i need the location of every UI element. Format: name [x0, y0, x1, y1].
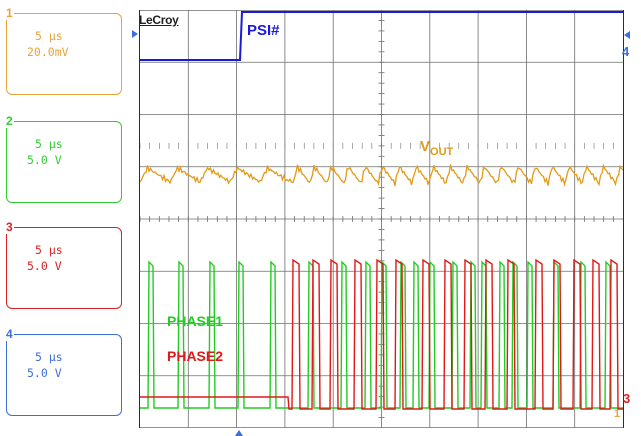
channel-1-scale: 20.0mV	[27, 45, 69, 59]
channel-1-timebase: 5 µs	[35, 29, 63, 43]
brand-logo: LeCroy	[139, 13, 179, 27]
channel-3-timebase: 5 µs	[35, 243, 63, 257]
channel-1-number: 1	[5, 6, 14, 20]
vout-trace	[140, 163, 623, 188]
channel-4-timebase: 5 µs	[35, 350, 63, 364]
scope-display[interactable]	[139, 10, 624, 428]
psi-trace	[140, 11, 623, 61]
channel-2-timebase: 5 µs	[35, 137, 63, 151]
channel-3-number: 3	[5, 220, 14, 234]
channel-2-panel[interactable]: 2 5 µs 5.0 V	[5, 114, 122, 203]
channel-4-offset-marker[interactable]	[132, 30, 138, 38]
channel-2-number: 2	[5, 114, 14, 128]
phase2-trace	[140, 258, 623, 410]
channel-2-scale: 5.0 V	[27, 153, 62, 167]
phase1-trace	[140, 260, 623, 409]
waveform-canvas	[140, 10, 623, 428]
channel-4-scale: 5.0 V	[27, 366, 62, 380]
channel-1-panel[interactable]: 1 5 µs 20.0mV	[5, 6, 122, 95]
channel-4-panel[interactable]: 4 5 µs 5.0 V	[5, 327, 122, 416]
channel-4-number: 4	[5, 327, 14, 341]
channel-3-panel[interactable]: 3 5 µs 5.0 V	[5, 220, 122, 309]
channel-3-scale: 5.0 V	[27, 259, 62, 273]
phase1-label: PHASE1	[167, 313, 224, 329]
vout-label: VOUT	[420, 138, 454, 158]
channel-3-ground-marker[interactable]: 3	[623, 391, 631, 406]
trigger-level-marker[interactable]: 1	[614, 408, 621, 420]
trigger-position-marker[interactable]	[235, 430, 243, 436]
phase2-label: PHASE2	[167, 348, 224, 364]
channel-4-ground-arrow	[624, 31, 630, 39]
channel-4-ground-marker[interactable]: 4	[622, 44, 630, 59]
psi-label: PSI#	[247, 22, 280, 39]
